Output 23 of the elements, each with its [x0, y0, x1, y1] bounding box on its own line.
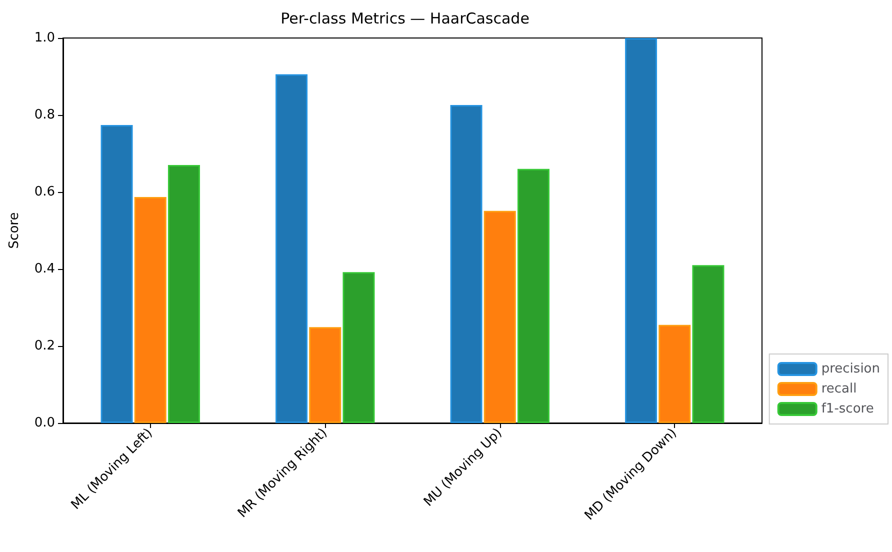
bar — [450, 104, 482, 423]
bar — [134, 197, 166, 423]
y-axis-title: Score — [7, 212, 22, 249]
bar — [342, 272, 375, 423]
bar — [517, 168, 550, 423]
y-tick-label: 0.6 — [34, 184, 55, 200]
bar — [484, 210, 516, 423]
chart-title: Per-class Metrics — HaarCascade — [280, 10, 530, 28]
y-tick-label: 0.8 — [34, 108, 55, 122]
bar — [309, 327, 342, 423]
y-tick-label: 0.4 — [34, 262, 55, 276]
bar — [276, 74, 308, 423]
legend-label: precision — [821, 362, 880, 376]
bar — [658, 324, 691, 423]
bar — [625, 38, 658, 423]
bar — [100, 125, 133, 423]
bar — [692, 265, 724, 423]
legend-label: f1-score — [821, 402, 874, 416]
y-tick-label: 0.0 — [34, 416, 55, 430]
bar — [168, 165, 200, 423]
y-tick-label: 1.0 — [34, 30, 55, 46]
legend-label: recall — [821, 382, 857, 396]
y-tick-label: 0.2 — [34, 338, 55, 354]
